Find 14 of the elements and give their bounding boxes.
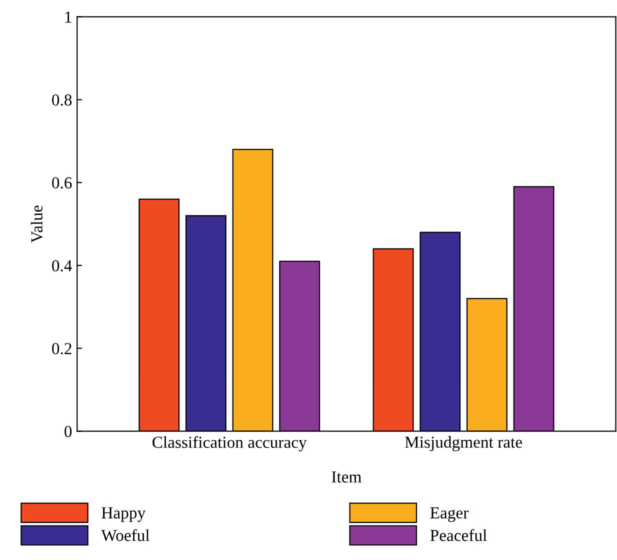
y-tick-label: 0.8 (52, 94, 72, 106)
legend-label: Eager (430, 507, 469, 522)
x-tick-label: Misjudgment rate (405, 436, 522, 452)
y-tick-label: 0.6 (52, 177, 72, 189)
x-tick-label: Classification accuracy (152, 436, 307, 452)
y-tick-label: 0.4 (52, 260, 72, 272)
y-tick-label: 0.2 (52, 343, 72, 354)
legend-label: Woeful (101, 529, 150, 542)
y-tick-label: 1 (65, 12, 72, 23)
y-tick-label: 0 (64, 426, 72, 438)
legend-label: Happy (102, 507, 146, 522)
x-axis-title: Item (332, 471, 362, 483)
y-axis-title: Value (30, 206, 43, 243)
legend-label: Peaceful (430, 529, 487, 542)
